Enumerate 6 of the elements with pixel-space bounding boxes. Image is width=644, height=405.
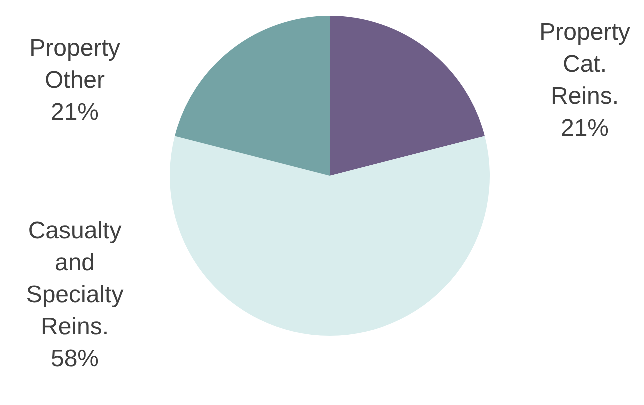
data-label: 58% — [50, 346, 100, 373]
data-label: 21% — [560, 114, 610, 142]
slice-label: Casualty and Specialty Reins. — [26, 218, 124, 341]
slice-label: Property Other — [30, 34, 120, 94]
data-label: 21% — [50, 98, 100, 126]
slice-label: Property Cat. Reins. — [540, 18, 630, 110]
